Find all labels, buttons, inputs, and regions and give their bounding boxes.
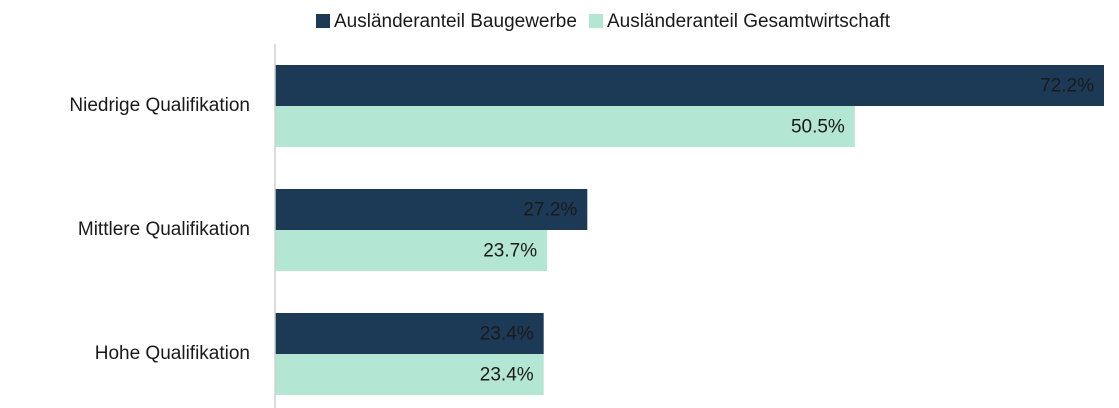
value-label: 72.2% bbox=[1040, 76, 1094, 97]
value-label: 23.7% bbox=[483, 241, 537, 262]
category-label: Hohe Qualifikation bbox=[95, 343, 250, 364]
value-label: 23.4% bbox=[480, 324, 534, 345]
bar bbox=[275, 189, 588, 230]
value-label: 50.5% bbox=[791, 117, 845, 138]
bar bbox=[275, 354, 544, 395]
category-label: Mittlere Qualifikation bbox=[78, 219, 250, 240]
value-label: 23.4% bbox=[480, 365, 534, 386]
bar bbox=[275, 230, 548, 271]
category-label: Niedrige Qualifikation bbox=[69, 95, 250, 116]
legend-label: Ausländeranteil Baugewerbe bbox=[334, 11, 577, 32]
legend-label: Ausländeranteil Gesamtwirtschaft bbox=[607, 11, 891, 32]
bar bbox=[275, 313, 544, 354]
bar bbox=[275, 106, 855, 147]
legend-swatch bbox=[316, 14, 330, 28]
value-label: 27.2% bbox=[523, 200, 577, 221]
legend-swatch bbox=[588, 14, 603, 28]
bar bbox=[275, 65, 1104, 106]
